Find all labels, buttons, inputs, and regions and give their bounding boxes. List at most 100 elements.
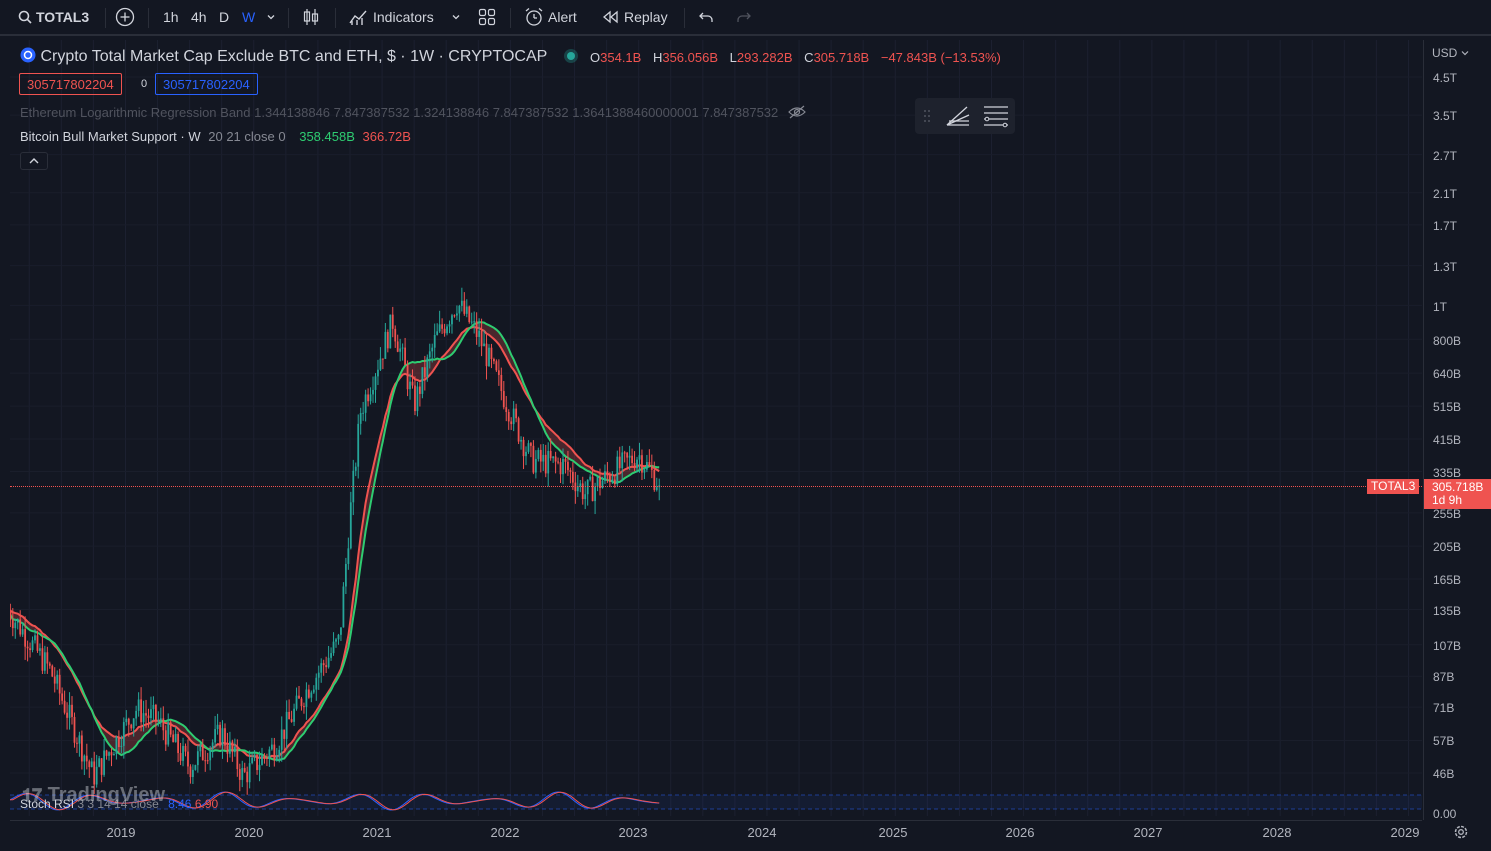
undo-button[interactable] bbox=[698, 0, 714, 34]
candle-body bbox=[179, 753, 182, 761]
candle-body bbox=[243, 768, 246, 772]
buy-button[interactable]: 305717802204 bbox=[155, 73, 258, 95]
candle-body bbox=[404, 347, 406, 365]
currency-selector[interactable]: USD bbox=[1432, 46, 1469, 60]
price-label: 800B bbox=[1433, 334, 1462, 348]
candle-body bbox=[428, 351, 431, 358]
compare-button[interactable] bbox=[115, 0, 135, 34]
price-label: 165B bbox=[1433, 573, 1462, 587]
close-label: C bbox=[804, 50, 814, 65]
candle-body bbox=[48, 663, 51, 666]
candle-body bbox=[268, 749, 271, 759]
candle-body bbox=[307, 689, 310, 698]
symbol-search[interactable]: TOTAL3 bbox=[18, 0, 89, 34]
candle-body bbox=[596, 477, 599, 487]
open-label: O bbox=[590, 50, 601, 65]
alert-label: Alert bbox=[548, 9, 577, 25]
candle-body bbox=[581, 483, 584, 500]
stoch-rsi-legend[interactable]: Stoch RSI 3 3 14 14 close 8.46 6.90 bbox=[20, 797, 218, 811]
indicator-bull-market-support[interactable]: Bitcoin Bull Market Support · W 20 21 cl… bbox=[20, 129, 411, 144]
interval-dropdown[interactable] bbox=[266, 0, 276, 34]
candle-body bbox=[125, 718, 128, 723]
candle-body bbox=[253, 754, 256, 758]
candle-body bbox=[517, 418, 520, 442]
redo-button[interactable] bbox=[736, 0, 752, 34]
indicator-eth-regression[interactable]: Ethereum Logarithmic Regression Band 1.3… bbox=[20, 105, 806, 120]
candle-body bbox=[470, 321, 473, 323]
interval-4h[interactable]: 4h bbox=[191, 9, 207, 25]
candle-body bbox=[41, 648, 44, 671]
sell-button[interactable]: 305717802204 bbox=[19, 73, 122, 95]
time-label: 2029 bbox=[1390, 825, 1420, 840]
candle-body bbox=[436, 331, 439, 335]
undo-icon bbox=[699, 12, 713, 22]
price-label: 515B bbox=[1433, 400, 1462, 414]
candle-body bbox=[448, 324, 451, 327]
candle-body bbox=[280, 729, 283, 750]
candle-body bbox=[510, 421, 513, 425]
candle-body bbox=[305, 689, 308, 707]
alarm-clock-icon bbox=[525, 8, 543, 26]
chart-type-button[interactable] bbox=[302, 0, 320, 34]
chart-pane[interactable]: Crypto Total Market Cap Exclude BTC and … bbox=[10, 40, 1422, 816]
candle-body bbox=[362, 412, 365, 414]
stoch-axis-label: 0.00 bbox=[1433, 807, 1457, 821]
candle-body bbox=[571, 471, 574, 483]
candle-body bbox=[381, 358, 384, 360]
candle-body bbox=[105, 750, 108, 756]
time-label: 2022 bbox=[490, 825, 520, 840]
interval-w[interactable]: W bbox=[242, 9, 256, 25]
fib-fan-icon[interactable] bbox=[945, 103, 971, 129]
time-label: 2027 bbox=[1133, 825, 1163, 840]
candle-body bbox=[426, 357, 429, 378]
candle-body bbox=[120, 745, 123, 748]
stoch-rsi-label: Stoch RSI bbox=[20, 797, 75, 811]
candle-body bbox=[21, 629, 24, 635]
candle-body bbox=[512, 408, 515, 425]
price-axis[interactable]: USD 4.5T 3.5T 2.7T 2.1T 1.7T 1.3T 1T 800… bbox=[1423, 40, 1491, 821]
candle-body bbox=[177, 733, 180, 754]
candle-body bbox=[453, 315, 456, 317]
price-label: 57B bbox=[1433, 734, 1455, 748]
candle-body bbox=[317, 672, 320, 678]
indicators-button[interactable]: Indicators bbox=[349, 0, 434, 34]
price-chart[interactable] bbox=[10, 40, 1422, 816]
interval-d[interactable]: D bbox=[219, 9, 230, 25]
interval-1h[interactable]: 1h bbox=[163, 9, 179, 25]
replay-button[interactable]: Replay bbox=[602, 0, 668, 34]
candle-body bbox=[192, 769, 194, 778]
indicators-dropdown[interactable] bbox=[451, 0, 461, 34]
candle-body bbox=[438, 324, 441, 332]
bull-market-band-fill bbox=[10, 322, 660, 761]
indicator-eth-regression-label: Ethereum Logarithmic Regression Band 1.3… bbox=[20, 105, 779, 120]
candle-body bbox=[419, 386, 421, 394]
alert-button[interactable]: Alert bbox=[524, 0, 577, 34]
horizontal-lines-icon[interactable] bbox=[983, 103, 1009, 129]
candle-body bbox=[451, 315, 453, 325]
price-label: 335B bbox=[1433, 466, 1462, 480]
time-axis[interactable]: 2019 2020 2021 2022 2023 2024 2025 2026 … bbox=[10, 820, 1422, 851]
candle-body bbox=[325, 665, 328, 668]
symbol-tag: TOTAL3 bbox=[1367, 479, 1420, 494]
collapse-legend-button[interactable] bbox=[20, 152, 48, 170]
candle-body bbox=[638, 455, 641, 460]
price-label: 1.3T bbox=[1433, 260, 1458, 274]
candle-body bbox=[275, 756, 278, 761]
candle-body bbox=[443, 328, 446, 334]
low-value: 293.282B bbox=[736, 50, 793, 65]
chevron-down-icon bbox=[1461, 51, 1469, 56]
candle-body bbox=[554, 456, 557, 462]
layouts-button[interactable] bbox=[478, 0, 496, 34]
candle-body bbox=[522, 439, 525, 457]
settings-button[interactable] bbox=[1453, 824, 1469, 845]
candle-body bbox=[527, 443, 530, 452]
candle-body bbox=[505, 407, 508, 412]
drag-handle-icon[interactable] bbox=[922, 108, 932, 124]
candle-body bbox=[495, 361, 498, 371]
candle-body bbox=[621, 452, 624, 469]
hidden-eye-icon[interactable] bbox=[788, 105, 806, 119]
high-value: 356.056B bbox=[662, 50, 719, 65]
candles-icon bbox=[303, 9, 319, 25]
candle-body bbox=[58, 674, 61, 694]
tradingview-logo-icon: 𝟏𝟕 bbox=[22, 785, 43, 805]
